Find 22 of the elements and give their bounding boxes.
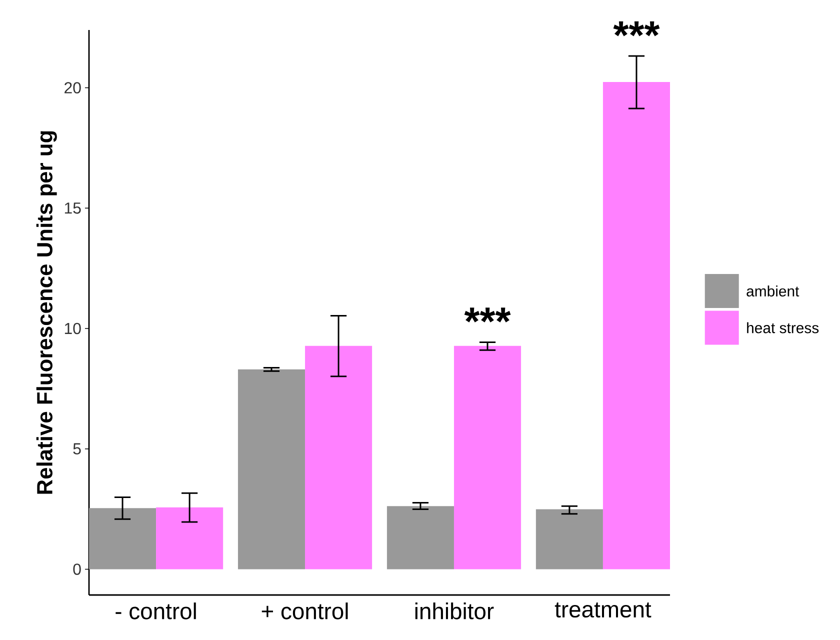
bar	[238, 369, 306, 570]
x-tick-label: - control	[116, 602, 196, 620]
annotation: ***	[464, 308, 511, 322]
y-tick-label: 0	[73, 564, 81, 575]
bar	[536, 509, 603, 570]
bar	[305, 346, 372, 570]
x-tick-label: inhibitor	[415, 602, 494, 620]
y-tick-label: 10	[64, 322, 81, 334]
bar	[156, 507, 224, 570]
legend-label: ambient	[746, 286, 800, 297]
y-tick-label: 15	[64, 202, 81, 214]
annotation: ***	[613, 21, 660, 36]
bar	[602, 82, 670, 570]
y-axis-title: Relative Fluorescence Units per ug	[36, 131, 57, 494]
bar	[386, 506, 454, 570]
x-tick-label: + control	[262, 602, 348, 620]
legend-label: heat stress	[747, 322, 819, 334]
y-tick-label: 20	[64, 82, 81, 94]
bar	[454, 346, 522, 570]
y-tick-label: 5	[73, 443, 81, 454]
x-tick-label: treatment	[554, 602, 652, 618]
bar	[89, 508, 156, 570]
